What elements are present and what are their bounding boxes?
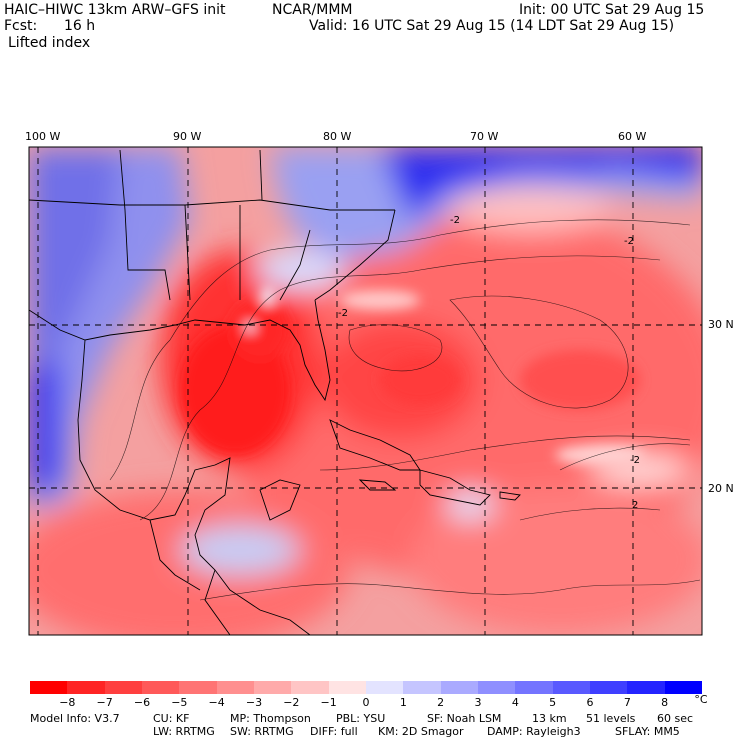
colorbar-swatch — [403, 681, 442, 694]
colorbar-swatch — [552, 681, 591, 694]
contour-label: -2 — [624, 236, 634, 247]
colorbar-tick-label: −2 — [283, 696, 300, 709]
footer-surface-layer: SFLAY: MM5 — [615, 725, 680, 738]
colorbar-tick-label: 4 — [511, 696, 519, 709]
contour-label: -2 — [450, 215, 460, 226]
footer-timestep: 60 sec — [657, 712, 694, 725]
lon-label-60w: 60 W — [618, 130, 647, 143]
colorbar-tick-label: 3 — [474, 696, 482, 709]
graticule — [29, 147, 702, 635]
model-title: HAIC–HIWC 13km ARW–GFS init — [4, 2, 226, 18]
footer-surface: SF: Noah LSM — [427, 712, 502, 725]
colorbar-tick-label: −6 — [133, 696, 151, 709]
lon-label-100w: 100 W — [25, 130, 61, 143]
colorbar-tick-label: 7 — [623, 696, 631, 709]
map-frame — [28, 146, 703, 636]
lat-label-30n: 30 N — [708, 318, 734, 331]
colorbar-tick-label: −8 — [59, 696, 76, 709]
colorbar-swatch — [440, 681, 479, 694]
forecast-label: Fcst: — [4, 18, 38, 34]
colorbar-swatch — [627, 681, 666, 694]
valid-time: Valid: 16 UTC Sat 29 Aug 15 (14 LDT Sat … — [309, 18, 675, 34]
colorbar-swatch — [30, 681, 68, 694]
lat-label-20n: 20 N — [708, 482, 734, 495]
lon-label-90w: 90 W — [173, 130, 202, 143]
footer-model-info: Model Info: V3.7 — [30, 712, 120, 725]
colorbar-swatch — [254, 681, 292, 694]
forecast-hour: 16 h — [64, 18, 96, 34]
contour-labels: -2 -2 -2 -2 2 — [338, 215, 640, 511]
colorbar-swatch — [664, 681, 703, 694]
colorbar-swatch — [291, 681, 330, 694]
colorbar-swatch — [515, 681, 554, 694]
colorbar-swatch — [478, 681, 516, 694]
colorbar-swatch — [366, 681, 404, 694]
contour-label: 2 — [632, 500, 638, 511]
colorbar-swatch — [104, 681, 143, 694]
init-time: Init: 00 UTC Sat 29 Aug 15 — [519, 2, 705, 18]
colorbar-tick-label: −4 — [208, 696, 225, 709]
organization-label: NCAR/MMM — [272, 2, 353, 18]
contour-label: -2 — [630, 455, 640, 466]
footer-levels: 51 levels — [586, 712, 636, 725]
lon-label-70w: 70 W — [470, 130, 499, 143]
colorbar-swatch — [328, 681, 367, 694]
colorbar-tick-label: 5 — [549, 696, 557, 709]
colorbar-tick-label: 2 — [437, 696, 445, 709]
field-name: Lifted index — [8, 35, 91, 51]
colorbar-unit: °C — [694, 693, 708, 706]
footer-km: KM: 2D Smagor — [378, 725, 464, 738]
colorbar-tick-label: −3 — [245, 696, 263, 709]
colorbar-tick-label: −7 — [96, 696, 113, 709]
footer-microphysics: MP: Thompson — [230, 712, 311, 725]
colorbar-swatch — [590, 681, 628, 694]
colorbar-swatch — [179, 681, 218, 694]
footer-shortwave: SW: RRTMG — [230, 725, 294, 738]
colorbar-tick-label: 1 — [399, 696, 407, 709]
colorbar-tick-label: 0 — [362, 696, 370, 709]
coastlines — [29, 149, 521, 635]
footer-cumulus: CU: KF — [153, 712, 190, 725]
colorbar-tick-label: 8 — [661, 696, 669, 709]
footer-longwave: LW: RRTMG — [153, 725, 215, 738]
footer-pbl: PBL: YSU — [336, 712, 386, 725]
colorbar-swatch — [67, 681, 106, 694]
contour-label: -2 — [338, 308, 348, 319]
colorbar-tick-label: −5 — [171, 696, 188, 709]
colorbar-swatch — [216, 681, 255, 694]
colorbar-swatch — [142, 681, 180, 694]
footer-damping: DAMP: Rayleigh3 — [487, 725, 581, 738]
lon-label-80w: 80 W — [323, 130, 352, 143]
lifted-index-contours — [109, 219, 701, 601]
colorbar-tick-label: 6 — [586, 696, 594, 709]
footer-resolution: 13 km — [532, 712, 567, 725]
footer-diffusion: DIFF: full — [310, 725, 358, 738]
colorbar-tick-label: −1 — [320, 696, 337, 709]
